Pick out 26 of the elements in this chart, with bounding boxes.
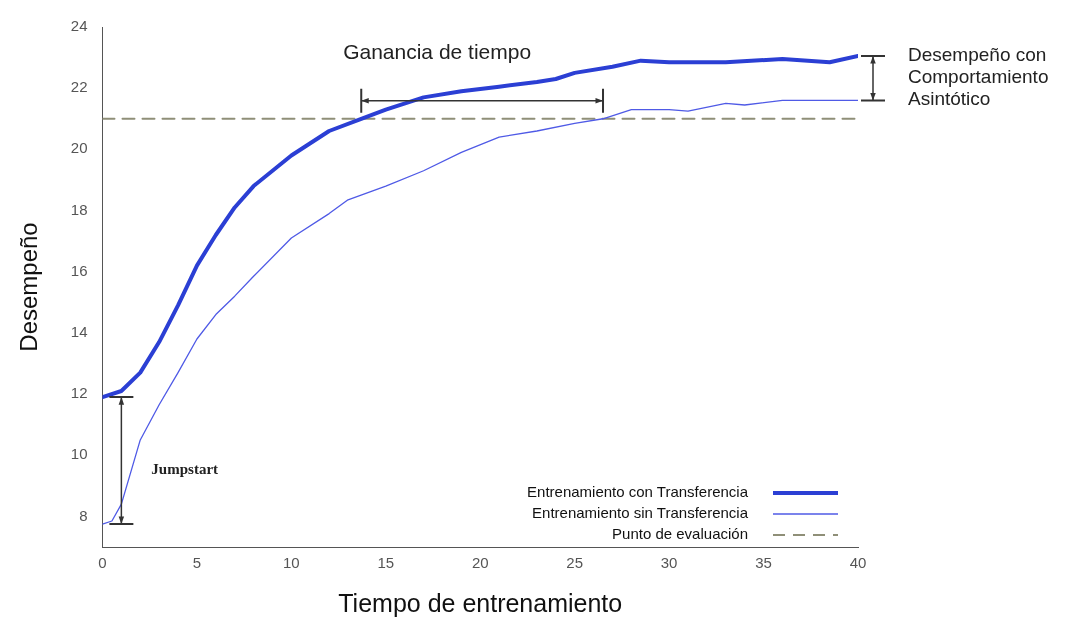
legend-label: Punto de evaluación — [612, 525, 748, 543]
x-tick-label: 10 — [283, 554, 300, 572]
y-tick-label: 18 — [70, 200, 88, 218]
x-tick-label: 20 — [471, 554, 489, 572]
annotation: Ganancia de tiempo — [343, 39, 532, 63]
legend-label: Entrenamiento sin Transferencia — [532, 504, 749, 522]
y-axis-title: Desempeño — [15, 222, 43, 352]
y-tick-label: 22 — [70, 78, 88, 96]
y-tick-label: 10 — [70, 445, 88, 463]
y-tick-label: 20 — [70, 139, 88, 157]
x-tick-label: 0 — [98, 554, 107, 572]
x-tick-label: 30 — [660, 554, 678, 572]
x-axis-title: Tiempo de entrenamiento — [338, 588, 623, 617]
y-tick-label: 12 — [70, 384, 88, 402]
y-tick-label: 24 — [70, 17, 88, 35]
legend-label: Entrenamiento con Transferencia — [527, 483, 749, 501]
x-tick-label: 15 — [377, 554, 395, 572]
text: Desempeño con Comportamiento Asintótico — [908, 44, 1049, 110]
x-tick-label: 40 — [849, 554, 867, 572]
x-tick-label: 35 — [755, 554, 772, 572]
y-tick-label: 8 — [79, 506, 88, 524]
y-tick-label: 14 — [70, 323, 88, 341]
x-tick-label: 25 — [566, 554, 584, 572]
y-tick-label: 16 — [70, 261, 88, 279]
annotation: Jumpstart — [151, 461, 219, 478]
x-tick-label: 5 — [192, 554, 202, 572]
